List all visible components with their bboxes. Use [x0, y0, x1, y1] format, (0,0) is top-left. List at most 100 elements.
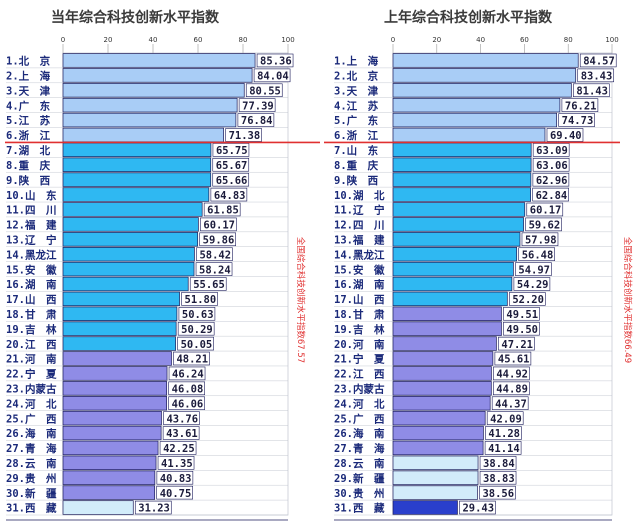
category-label: 17.山 西 [6, 293, 57, 306]
category-label: 16.湖 南 [334, 278, 385, 291]
category-label: 13.福 建 [334, 233, 385, 246]
value-label-box [532, 143, 570, 157]
category-label: 1.上 海 [334, 55, 379, 68]
category-label: 15.安 徽 [334, 263, 385, 276]
bar [392, 112, 558, 128]
value-label: 81.43 [576, 85, 608, 97]
value-label: 76.21 [565, 100, 597, 112]
value-label-box [546, 128, 584, 142]
category-label: 2.上 海 [6, 70, 51, 83]
bar [392, 291, 508, 307]
category-label: 12.四 川 [334, 220, 384, 232]
category-label: 31.西 藏 [334, 502, 385, 515]
category-label: 14.黑龙江 [334, 248, 385, 261]
value-label: 40.83 [160, 473, 192, 485]
value-label-box [509, 292, 546, 306]
bar [392, 217, 524, 232]
bar [392, 470, 479, 485]
value-label: 80.55 [249, 85, 281, 97]
bar [62, 83, 245, 98]
category-label: 2.北 京 [334, 70, 379, 83]
bar [392, 396, 491, 411]
value-label: 54.29 [517, 279, 549, 291]
value-label-box [579, 53, 617, 68]
bar [392, 127, 546, 143]
bar [392, 351, 494, 366]
value-label: 62.96 [536, 175, 568, 187]
category-label: 11.辽 宁 [334, 204, 384, 217]
value-label: 50.29 [181, 324, 213, 336]
bar [392, 455, 479, 471]
bar [62, 291, 180, 307]
value-label: 43.76 [166, 413, 198, 425]
category-label: 3.天 津 [334, 84, 379, 97]
bar [62, 217, 199, 232]
category-label: 27.青 海 [334, 442, 385, 455]
value-label-box [162, 426, 200, 440]
bar [62, 410, 162, 426]
category-label: 26.海 南 [6, 427, 57, 440]
value-label: 76.84 [241, 115, 273, 127]
category-label: 14.黑龙江 [6, 248, 57, 261]
category-label: 18.甘 肃 [6, 308, 57, 321]
value-label: 65.67 [216, 160, 248, 172]
value-label-box [177, 336, 214, 351]
category-label: 26.海 南 [334, 427, 385, 440]
value-label-box [491, 396, 529, 410]
x-tick-label: 80 [239, 36, 248, 44]
chart-panel-previous: 0 20 40 60 80 100 1.上 海 84.57 2.北 京 83.43 3.天 津 81.… [324, 36, 633, 521]
value-label: 61.85 [207, 205, 239, 217]
value-label: 85.36 [260, 56, 292, 68]
category-label: 10.山 东 [6, 189, 57, 202]
value-label-box [486, 411, 524, 425]
value-label-box [532, 172, 570, 187]
category-label: 12.福 建 [6, 219, 57, 232]
value-label: 59.62 [529, 220, 561, 232]
category-label: 17.山 西 [334, 293, 385, 306]
value-label: 41.14 [488, 443, 520, 455]
bar [62, 455, 157, 471]
bar [392, 53, 579, 68]
value-label-box [178, 307, 216, 321]
value-label-box [195, 262, 233, 276]
value-label: 38.83 [483, 473, 515, 485]
bar [392, 232, 521, 247]
x-tick-label: 0 [61, 36, 65, 44]
bar [392, 485, 478, 500]
value-label-box [558, 113, 595, 127]
value-label: 59.86 [203, 234, 235, 246]
value-label-box [173, 351, 210, 366]
value-label: 55.65 [193, 279, 225, 291]
value-label: 58.42 [199, 249, 231, 261]
value-label: 46.08 [172, 383, 204, 395]
category-label: 28.云 南 [334, 457, 385, 470]
value-label: 65.66 [216, 175, 248, 187]
value-label-box [561, 98, 599, 112]
value-label-box [498, 336, 535, 351]
bar [392, 202, 526, 217]
value-label: 60.17 [530, 205, 562, 217]
category-label: 8.重 庆 [6, 159, 51, 172]
category-label: 10.湖 北 [334, 189, 385, 202]
category-label: 4.广 东 [6, 99, 51, 112]
value-label: 48.21 [176, 354, 208, 366]
x-tick-label: 80 [564, 36, 573, 44]
national-average-note: 全国综合科技创新水平指数67.57 [295, 237, 306, 363]
bar [62, 351, 172, 366]
value-label: 63.06 [536, 160, 568, 172]
value-label-box [177, 321, 215, 336]
bar [62, 470, 156, 485]
value-label: 56.48 [522, 249, 554, 261]
value-label: 69.40 [550, 130, 582, 142]
bar [392, 68, 577, 83]
value-label-box [521, 232, 559, 247]
value-label: 42.09 [490, 413, 522, 425]
bar [62, 97, 238, 113]
value-label: 77.39 [242, 100, 274, 112]
value-label: 84.57 [583, 56, 615, 68]
bar [392, 187, 531, 202]
value-label: 51.80 [185, 294, 217, 306]
value-label-box [525, 217, 562, 232]
category-label: 18.甘 肃 [334, 308, 385, 321]
value-label-box [573, 83, 610, 98]
